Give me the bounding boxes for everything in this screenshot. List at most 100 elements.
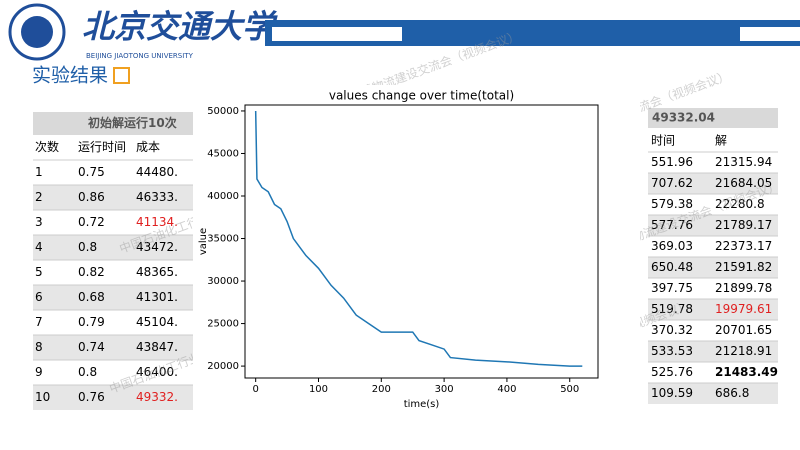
- x-tick-label: 500: [560, 384, 579, 395]
- university-name: 北京交通大学: [82, 8, 278, 44]
- row-bg: [33, 185, 203, 210]
- column-header: 次数: [35, 139, 59, 154]
- university-en: BEIJING JIAOTONG UNIVERSITY: [86, 52, 194, 60]
- table-cell: 41134.: [136, 215, 178, 229]
- table-cell: 10: [35, 390, 50, 404]
- table-cell: 44480.: [136, 165, 178, 179]
- y-axis-label: value: [198, 228, 209, 255]
- table-cell: 9: [35, 365, 43, 379]
- y-tick-label: 30000: [207, 276, 239, 287]
- table-cell: 21684.05: [715, 176, 772, 190]
- table-cell: 6: [35, 290, 43, 304]
- table-cell: 5: [35, 265, 43, 279]
- table-header-bg: [648, 108, 778, 128]
- column-header: 时间: [651, 134, 675, 148]
- table-cell: 41301.: [136, 290, 178, 304]
- row-bg: [648, 299, 778, 320]
- x-tick-label: 200: [372, 384, 391, 395]
- column-header: 解: [715, 134, 727, 148]
- table-cell: 1: [35, 165, 43, 179]
- table-cell: 2: [35, 190, 43, 204]
- table-cell: 4: [35, 240, 43, 254]
- table-cell: 3: [35, 215, 43, 229]
- table-cell: 707.62: [651, 176, 693, 190]
- table-cell: 21315.94: [715, 155, 772, 169]
- table-cell: 20701.65: [715, 323, 772, 337]
- column-header: 运行时间: [78, 140, 126, 154]
- x-tick-label: 0: [252, 384, 258, 395]
- table-cell: 0.8: [78, 240, 97, 254]
- table-header-bg: [33, 112, 203, 135]
- table-cell: 0.75: [78, 165, 105, 179]
- table-cell: 0.86: [78, 190, 105, 204]
- y-tick-label: 25000: [207, 319, 239, 330]
- row-bg: [33, 235, 203, 260]
- table-cell: 109.59: [651, 386, 693, 400]
- table-cell: 21218.91: [715, 344, 772, 358]
- title-box: [113, 67, 130, 84]
- row-bg: [648, 173, 778, 194]
- row-bg: [648, 257, 778, 278]
- table-cell: 46400.: [136, 365, 178, 379]
- table-cell: 45104.: [136, 315, 178, 329]
- y-tick-label: 20000: [207, 361, 239, 372]
- table-cell: 533.53: [651, 344, 693, 358]
- table-cell: 43472.: [136, 240, 178, 254]
- slide-title: 实验结果: [32, 65, 108, 87]
- table-cell: 49332.: [136, 390, 178, 404]
- table-cell: 0.8: [78, 365, 97, 379]
- row-bg: [648, 383, 778, 404]
- plot-frame: [244, 104, 599, 379]
- x-tick-label: 400: [497, 384, 516, 395]
- table-cell: 579.38: [651, 197, 693, 211]
- y-tick-label: 40000: [207, 191, 239, 202]
- table-cell: 370.32: [651, 323, 693, 337]
- logo-inner: [21, 16, 53, 48]
- table-cell: 21591.82: [715, 260, 772, 274]
- table-cell: 369.03: [651, 239, 693, 253]
- x-tick-label: 100: [309, 384, 328, 395]
- y-tick-label: 35000: [207, 234, 239, 245]
- table-cell: 8: [35, 340, 43, 354]
- x-axis-label: time(s): [404, 399, 440, 410]
- table-cell: 0.72: [78, 215, 105, 229]
- table-cell: 686.8: [715, 386, 749, 400]
- table-cell: 22373.17: [715, 239, 772, 253]
- x-tick-label: 300: [435, 384, 454, 395]
- line-series: [254, 110, 583, 367]
- table-cell: 0.79: [78, 315, 105, 329]
- row-bg: [648, 341, 778, 362]
- column-header: 成本: [136, 140, 160, 154]
- header-bar-block: [740, 27, 800, 41]
- table-cell: 19979.61: [715, 302, 772, 316]
- header-bar-block: [272, 27, 402, 41]
- table-cell: 0.74: [78, 340, 105, 354]
- row-bg: [33, 335, 203, 360]
- table-cell: 21789.17: [715, 218, 772, 232]
- chart-title: values change over time(total): [329, 89, 514, 103]
- row-bg: [648, 215, 778, 236]
- table-cell: 0.82: [78, 265, 105, 279]
- table-cell: 48365.: [136, 265, 178, 279]
- table-cell: 46333.: [136, 190, 178, 204]
- table-cell: 21483.49: [715, 365, 778, 379]
- table-cell: 0.76: [78, 390, 105, 404]
- table-cell: 43847.: [136, 340, 178, 354]
- table-cell: 577.76: [651, 218, 693, 232]
- table-cell: 21899.78: [715, 281, 772, 295]
- table-cell: 519.78: [651, 302, 693, 316]
- table-cell: 397.75: [651, 281, 693, 295]
- table-cell: 551.96: [651, 155, 693, 169]
- row-bg: [33, 285, 203, 310]
- row-bg: [33, 385, 203, 410]
- table-cell: 525.76: [651, 365, 693, 379]
- table-cell: 22280.8: [715, 197, 765, 211]
- table-cell: 650.48: [651, 260, 693, 274]
- y-tick-label: 50000: [207, 106, 239, 117]
- table-cell: 0.68: [78, 290, 105, 304]
- chart-bg: [193, 85, 640, 415]
- y-tick-label: 45000: [207, 148, 239, 159]
- table-header: 49332.04: [652, 111, 715, 125]
